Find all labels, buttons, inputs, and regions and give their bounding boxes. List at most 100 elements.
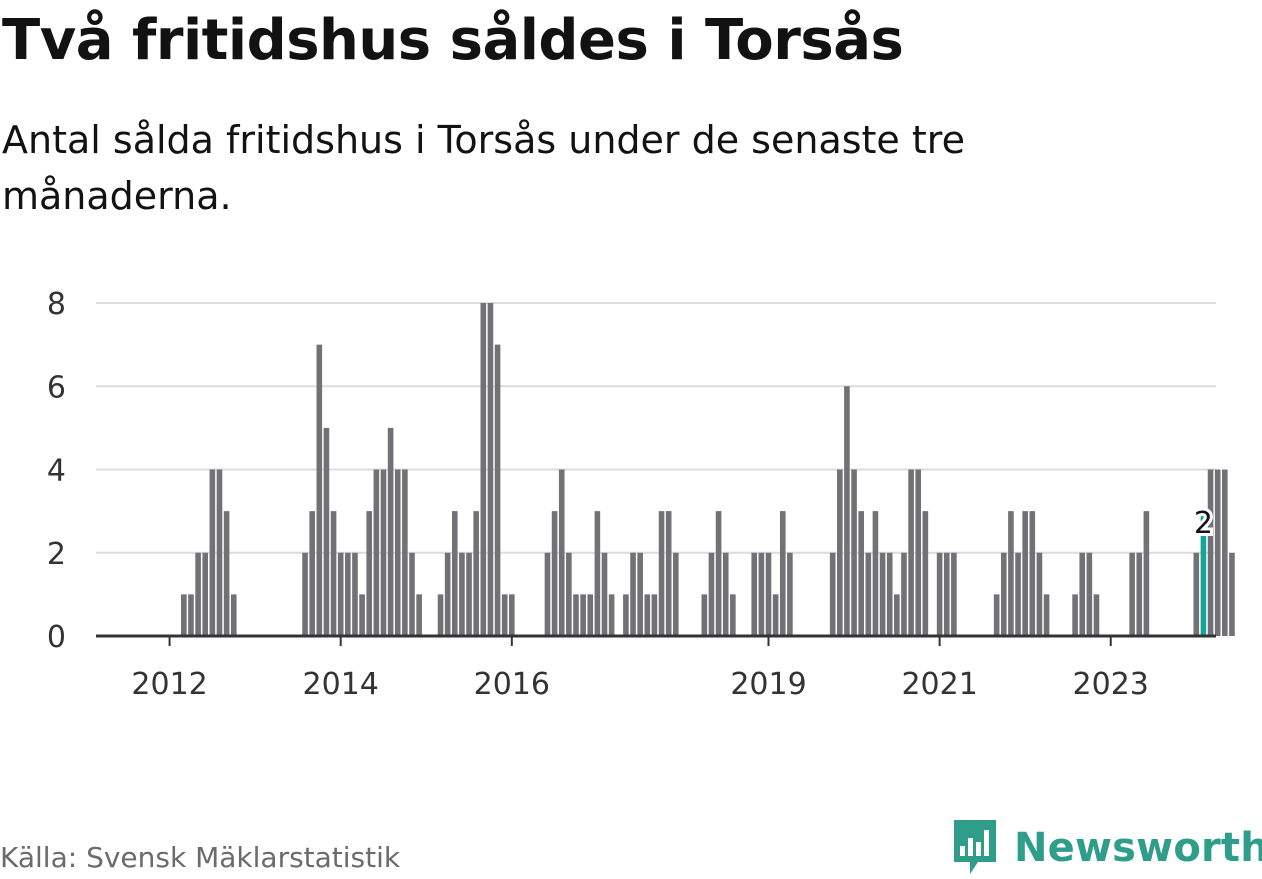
bar xyxy=(202,552,209,636)
bar xyxy=(722,552,729,636)
bar xyxy=(366,511,373,636)
newsworthy-logo: Newsworthy xyxy=(950,818,1262,878)
bar xyxy=(373,469,380,636)
bar xyxy=(209,469,216,636)
y-tick-label: 0 xyxy=(47,620,66,655)
bar xyxy=(1222,469,1228,636)
y-tick-label: 8 xyxy=(47,287,66,322)
bar xyxy=(908,469,914,636)
bar xyxy=(352,552,358,636)
bar xyxy=(566,552,572,636)
chart-subtitle: Antal sålda fritidshus i Torsås under de… xyxy=(2,118,965,218)
bar xyxy=(608,594,615,636)
bar xyxy=(673,552,679,636)
bar xyxy=(1229,552,1235,636)
bar xyxy=(1072,594,1078,636)
bar xyxy=(387,427,394,636)
bar xyxy=(1093,594,1100,636)
bar xyxy=(623,594,629,636)
bar xyxy=(701,594,708,636)
x-tick-label: 2023 xyxy=(1073,667,1149,702)
bar xyxy=(779,511,786,636)
bar xyxy=(865,552,872,636)
bar xyxy=(573,594,579,636)
y-tick-label: 6 xyxy=(47,370,66,405)
bar xyxy=(951,552,957,636)
bar xyxy=(594,511,601,636)
y-tick-label: 4 xyxy=(47,454,66,489)
bar xyxy=(345,552,351,636)
x-tick-label: 2021 xyxy=(901,667,977,702)
bar xyxy=(630,552,636,636)
bar xyxy=(1000,552,1007,636)
bar xyxy=(651,594,658,636)
bar xyxy=(394,469,401,636)
bar xyxy=(337,552,344,636)
bar xyxy=(1015,552,1021,636)
highlight-bar xyxy=(1200,511,1207,636)
x-tick-label: 2019 xyxy=(730,667,806,702)
bar xyxy=(181,594,187,636)
bar xyxy=(1079,552,1086,636)
chart-title: Två fritidshus såldes i Torsås xyxy=(2,8,904,73)
bar xyxy=(758,552,765,636)
bar xyxy=(480,303,487,636)
bar xyxy=(580,594,586,636)
bar xyxy=(494,344,501,636)
bar xyxy=(195,552,201,636)
bar xyxy=(1022,511,1028,636)
bar xyxy=(1193,552,1200,636)
bar xyxy=(380,469,387,636)
bar xyxy=(915,469,922,636)
bar xyxy=(787,552,793,636)
bar xyxy=(444,552,451,636)
bar xyxy=(1129,552,1135,636)
bar xyxy=(708,552,715,636)
bar xyxy=(323,427,330,636)
bar xyxy=(858,511,864,636)
y-tick-label: 2 xyxy=(47,537,66,572)
bar xyxy=(437,594,444,636)
bar xyxy=(922,511,929,636)
bar xyxy=(409,552,415,636)
bar xyxy=(901,552,907,636)
bar xyxy=(230,594,237,636)
bar xyxy=(1008,511,1014,636)
bar xyxy=(1136,552,1143,636)
bar xyxy=(223,511,230,636)
bar xyxy=(637,552,643,636)
brand-name: Newsworthy xyxy=(1014,825,1262,871)
bar xyxy=(188,594,194,636)
bar xyxy=(330,511,337,636)
bar xyxy=(1143,511,1150,636)
x-tick-label: 2014 xyxy=(303,667,379,702)
bar xyxy=(844,386,850,636)
bar xyxy=(936,552,943,636)
bar xyxy=(459,552,465,636)
x-tick-label: 2012 xyxy=(131,667,207,702)
bar xyxy=(894,594,900,636)
bar xyxy=(473,511,479,636)
bar xyxy=(1029,511,1036,636)
bar xyxy=(658,511,665,636)
bar xyxy=(451,511,458,636)
bar xyxy=(993,594,1000,636)
bar xyxy=(872,511,879,636)
bar xyxy=(416,594,422,636)
bar xyxy=(1086,552,1093,636)
bar xyxy=(829,552,836,636)
bar xyxy=(402,469,408,636)
bar xyxy=(1214,469,1221,636)
bar xyxy=(601,552,608,636)
bar-chart: 0 2 4 6 8 2012 2014 2016 2019 2021 2023 2 xyxy=(47,287,1235,702)
bar xyxy=(216,469,223,636)
bar xyxy=(1207,469,1214,636)
bar xyxy=(1036,552,1043,636)
bar xyxy=(487,303,494,636)
bar xyxy=(509,594,515,636)
bar xyxy=(837,469,843,636)
newsworthy-logo-icon xyxy=(954,820,996,874)
bar xyxy=(558,469,565,636)
bar xyxy=(665,511,672,636)
bar xyxy=(765,552,772,636)
